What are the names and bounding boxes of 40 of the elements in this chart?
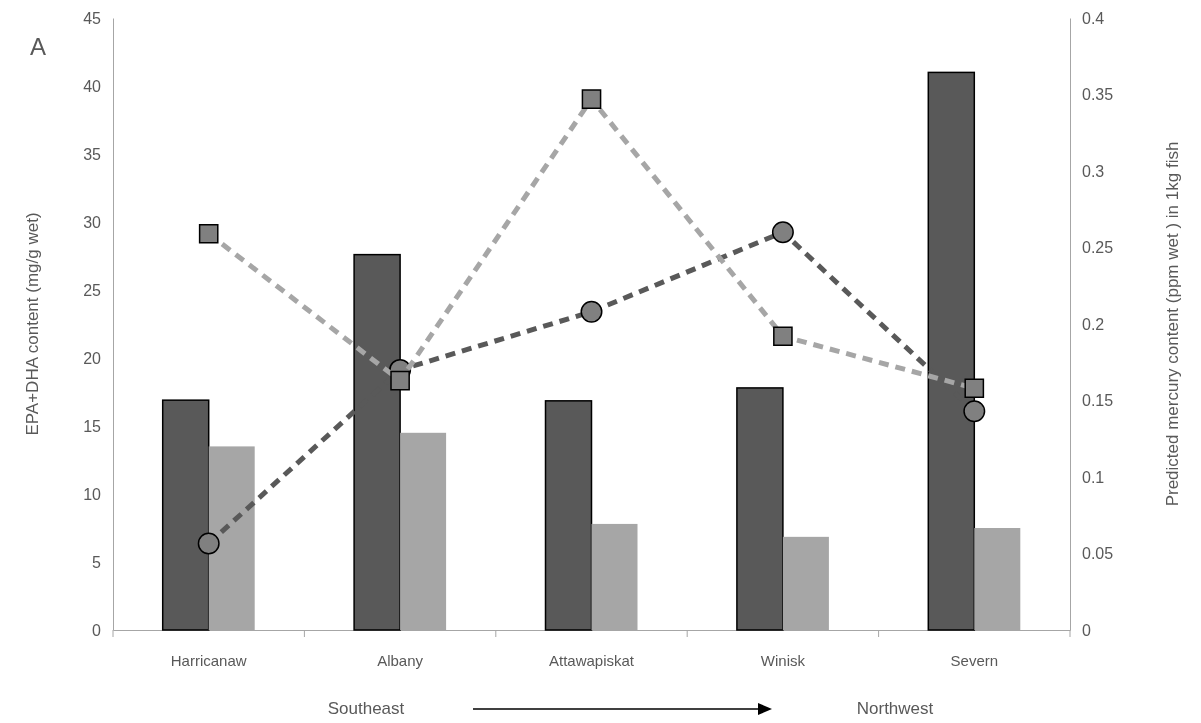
- x-tick-label: Albany: [377, 652, 424, 669]
- text: Northwest: [856, 699, 934, 718]
- y-tick-label: 40: [83, 77, 102, 95]
- y-tick-label: 25: [83, 281, 102, 299]
- text: A: [30, 33, 47, 60]
- y2-tick-label: 0.35: [1082, 86, 1114, 104]
- y2-tick-label: 0.15: [1082, 392, 1114, 410]
- point: [963, 400, 986, 423]
- y2-tick-label: 0.25: [1082, 239, 1114, 257]
- point: [771, 221, 794, 244]
- y-tick-label: 5: [92, 553, 102, 571]
- point: [964, 378, 985, 399]
- y-tick-label: 20: [83, 349, 102, 367]
- y-tick-label: 10: [83, 485, 102, 503]
- y-axis-title: EPA+DHA content (mg/g wet): [23, 212, 42, 436]
- bar: [736, 387, 784, 631]
- point: [580, 300, 603, 323]
- y-tick-label: 15: [83, 417, 102, 435]
- point: [198, 223, 219, 244]
- text: Southeast: [327, 699, 405, 718]
- y-tick-label: 45: [83, 9, 102, 27]
- y-tick-label: 30: [83, 213, 102, 231]
- point: [197, 532, 220, 555]
- y2-axis-title: Predicted mercury content (ppm wet ) in 1kg fish: [1163, 141, 1182, 507]
- y2-tick-label: 0.2: [1082, 315, 1105, 333]
- y2-tick-label: 0: [1082, 621, 1091, 639]
- x-tick-label: Severn: [950, 652, 999, 669]
- y-tick-label: 0: [92, 621, 102, 639]
- y2-tick-label: 0.05: [1082, 545, 1114, 563]
- point: [581, 89, 602, 109]
- x-tick-label: Attawapiskat: [548, 652, 635, 669]
- y2-tick-label: 0.4: [1082, 9, 1105, 27]
- x-tick-label: Winisk: [760, 652, 806, 669]
- point: [390, 370, 410, 391]
- y-tick-label: 35: [83, 145, 102, 163]
- y2-tick-label: 0.1: [1082, 468, 1105, 486]
- x-tick-label: Harricanaw: [170, 652, 247, 669]
- y2-tick-label: 0.3: [1082, 162, 1105, 180]
- point: [773, 326, 793, 347]
- bar: [544, 400, 593, 631]
